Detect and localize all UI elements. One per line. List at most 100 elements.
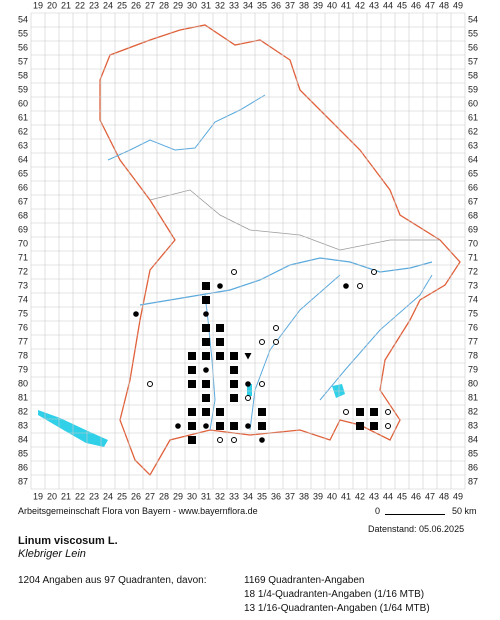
column-label: 48	[439, 0, 449, 10]
record-dot	[133, 311, 139, 317]
row-label: 83	[468, 420, 478, 430]
row-label: 54	[468, 14, 478, 24]
column-label: 22	[75, 491, 85, 501]
row-label: 63	[468, 140, 478, 150]
column-label: 38	[299, 491, 309, 501]
column-label: 37	[285, 0, 295, 10]
column-label: 21	[61, 0, 71, 10]
column-label: 19	[33, 0, 43, 10]
row-label: 73	[468, 280, 478, 290]
column-label: 47	[425, 0, 435, 10]
column-label: 43	[369, 0, 379, 10]
record-ring	[259, 381, 265, 387]
row-label: 62	[468, 126, 478, 136]
bavaria-border	[99, 24, 461, 477]
record-ring	[259, 339, 265, 345]
record-square	[356, 422, 364, 430]
column-label: 44	[383, 0, 393, 10]
row-label: 67	[468, 196, 478, 206]
row-label: 66	[468, 182, 478, 192]
record-square	[188, 352, 196, 360]
column-label: 47	[425, 491, 435, 501]
row-label: 68	[18, 210, 28, 220]
row-label: 58	[18, 70, 28, 80]
scale-start: 0	[375, 506, 381, 516]
record-dot	[203, 423, 209, 429]
row-label: 87	[18, 476, 28, 486]
stat-line: 18 1/4-Quadranten-Angaben (1/16 MTB)	[244, 589, 425, 600]
column-label: 29	[173, 491, 183, 501]
scale-bar	[385, 514, 445, 515]
record-ring	[273, 339, 279, 345]
column-label: 42	[355, 491, 365, 501]
record-triangle	[244, 353, 252, 360]
row-label: 84	[468, 434, 478, 444]
row-label: 77	[468, 336, 478, 346]
row-label: 76	[18, 322, 28, 332]
column-label: 43	[369, 491, 379, 501]
map: 19 19 20 20 21 21 22 22 23 23 24 24 25 25 26 26 27 27 28 28…	[18, 0, 478, 501]
row-label: 69	[468, 224, 478, 234]
credit: Arbeitsgemeinschaft Flora von Bayern - w…	[18, 506, 258, 516]
scale-end: 50 km	[452, 506, 477, 516]
row-label: 80	[468, 378, 478, 388]
column-label: 26	[131, 491, 141, 501]
column-label: 24	[103, 0, 113, 10]
row-label: 78	[468, 350, 478, 360]
record-ring	[343, 409, 349, 415]
column-label: 22	[75, 0, 85, 10]
river-inn	[319, 274, 433, 401]
row-label: 60	[468, 98, 478, 108]
row-label: 85	[18, 448, 28, 458]
column-label: 39	[313, 491, 323, 501]
record-ring	[147, 381, 153, 387]
record-ring	[385, 409, 391, 415]
record-dot	[217, 283, 223, 289]
row-label: 72	[18, 266, 28, 276]
row-label: 63	[18, 140, 28, 150]
record-ring	[273, 325, 279, 331]
record-square	[230, 366, 238, 374]
row-label: 61	[18, 112, 28, 122]
row-label: 55	[18, 28, 28, 38]
row-label: 71	[468, 252, 478, 262]
row-label: 84	[18, 434, 28, 444]
row-label: 82	[468, 406, 478, 416]
row-label: 56	[468, 42, 478, 52]
column-label: 34	[243, 0, 253, 10]
column-label: 28	[159, 491, 169, 501]
row-label: 87	[468, 476, 478, 486]
record-square	[216, 338, 224, 346]
row-label: 60	[18, 98, 28, 108]
record-dot	[203, 367, 209, 373]
row-label: 58	[468, 70, 478, 80]
record-square	[188, 408, 196, 416]
column-label: 45	[397, 491, 407, 501]
record-square	[188, 366, 196, 374]
record-square	[202, 338, 210, 346]
column-label: 39	[313, 0, 323, 10]
row-label: 72	[468, 266, 478, 276]
row-label: 62	[18, 126, 28, 136]
column-label: 21	[61, 491, 71, 501]
grid-labels: 19 19 20 20 21 21 22 22 23 23 24 24 25 25 26 26 27 27 28 28…	[18, 0, 478, 501]
record-dot	[245, 381, 251, 387]
row-label: 79	[18, 364, 28, 374]
column-label: 24	[103, 491, 113, 501]
column-label: 31	[201, 0, 211, 10]
column-label: 35	[257, 0, 267, 10]
record-square	[202, 352, 210, 360]
row-label: 70	[18, 238, 28, 248]
record-square	[230, 394, 238, 402]
record-square	[230, 380, 238, 388]
column-label: 41	[341, 491, 351, 501]
row-label: 59	[18, 84, 28, 94]
row-label: 71	[18, 252, 28, 262]
record-square	[216, 408, 224, 416]
row-label: 67	[18, 196, 28, 206]
summary: 1204 Angaben aus 97 Quadranten, davon:	[18, 575, 207, 586]
row-label: 55	[468, 28, 478, 38]
row-label: 57	[18, 56, 28, 66]
record-square	[202, 394, 210, 402]
row-label: 54	[18, 14, 28, 24]
